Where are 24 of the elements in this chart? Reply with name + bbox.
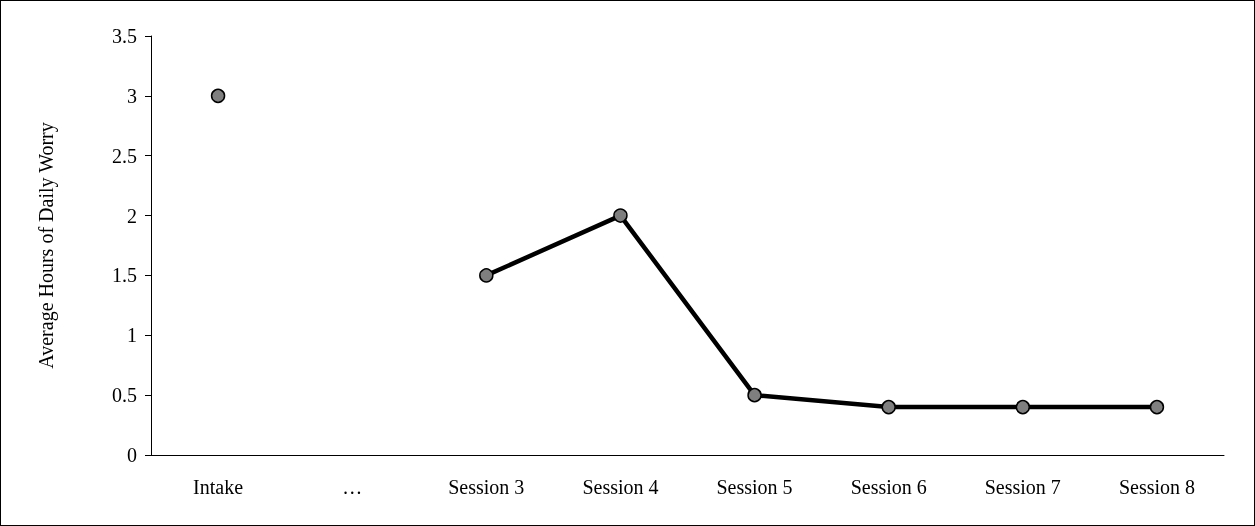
x-tick-label: … xyxy=(342,476,363,498)
x-tick-label: Session 6 xyxy=(850,476,927,498)
y-tick-label: 0 xyxy=(127,444,137,466)
x-tick-label: Session 8 xyxy=(1118,476,1195,498)
x-tick-label: Session 3 xyxy=(448,476,525,498)
x-tick-label: Session 7 xyxy=(984,476,1061,498)
y-tick-label: 2 xyxy=(127,204,137,227)
x-tick-label: Intake xyxy=(193,476,244,498)
x-tick-label: Session 4 xyxy=(582,476,659,498)
y-tick-label: 1.5 xyxy=(112,264,137,287)
point xyxy=(747,387,762,403)
y-tick-label: 3 xyxy=(127,84,137,107)
point xyxy=(881,399,896,415)
y-tick-label: 0.5 xyxy=(112,384,137,407)
point xyxy=(1015,399,1031,415)
x-tick-label: Session 5 xyxy=(716,476,793,498)
y-tick-label: 1 xyxy=(127,324,137,347)
point xyxy=(1149,399,1165,415)
point xyxy=(479,268,494,283)
y-axis-title: Average Hours of Daily Worry xyxy=(35,122,58,369)
point xyxy=(210,88,226,104)
y-tick-label: 2.5 xyxy=(112,144,137,167)
point xyxy=(613,208,628,223)
y-tick-label: 3.5 xyxy=(112,25,137,47)
